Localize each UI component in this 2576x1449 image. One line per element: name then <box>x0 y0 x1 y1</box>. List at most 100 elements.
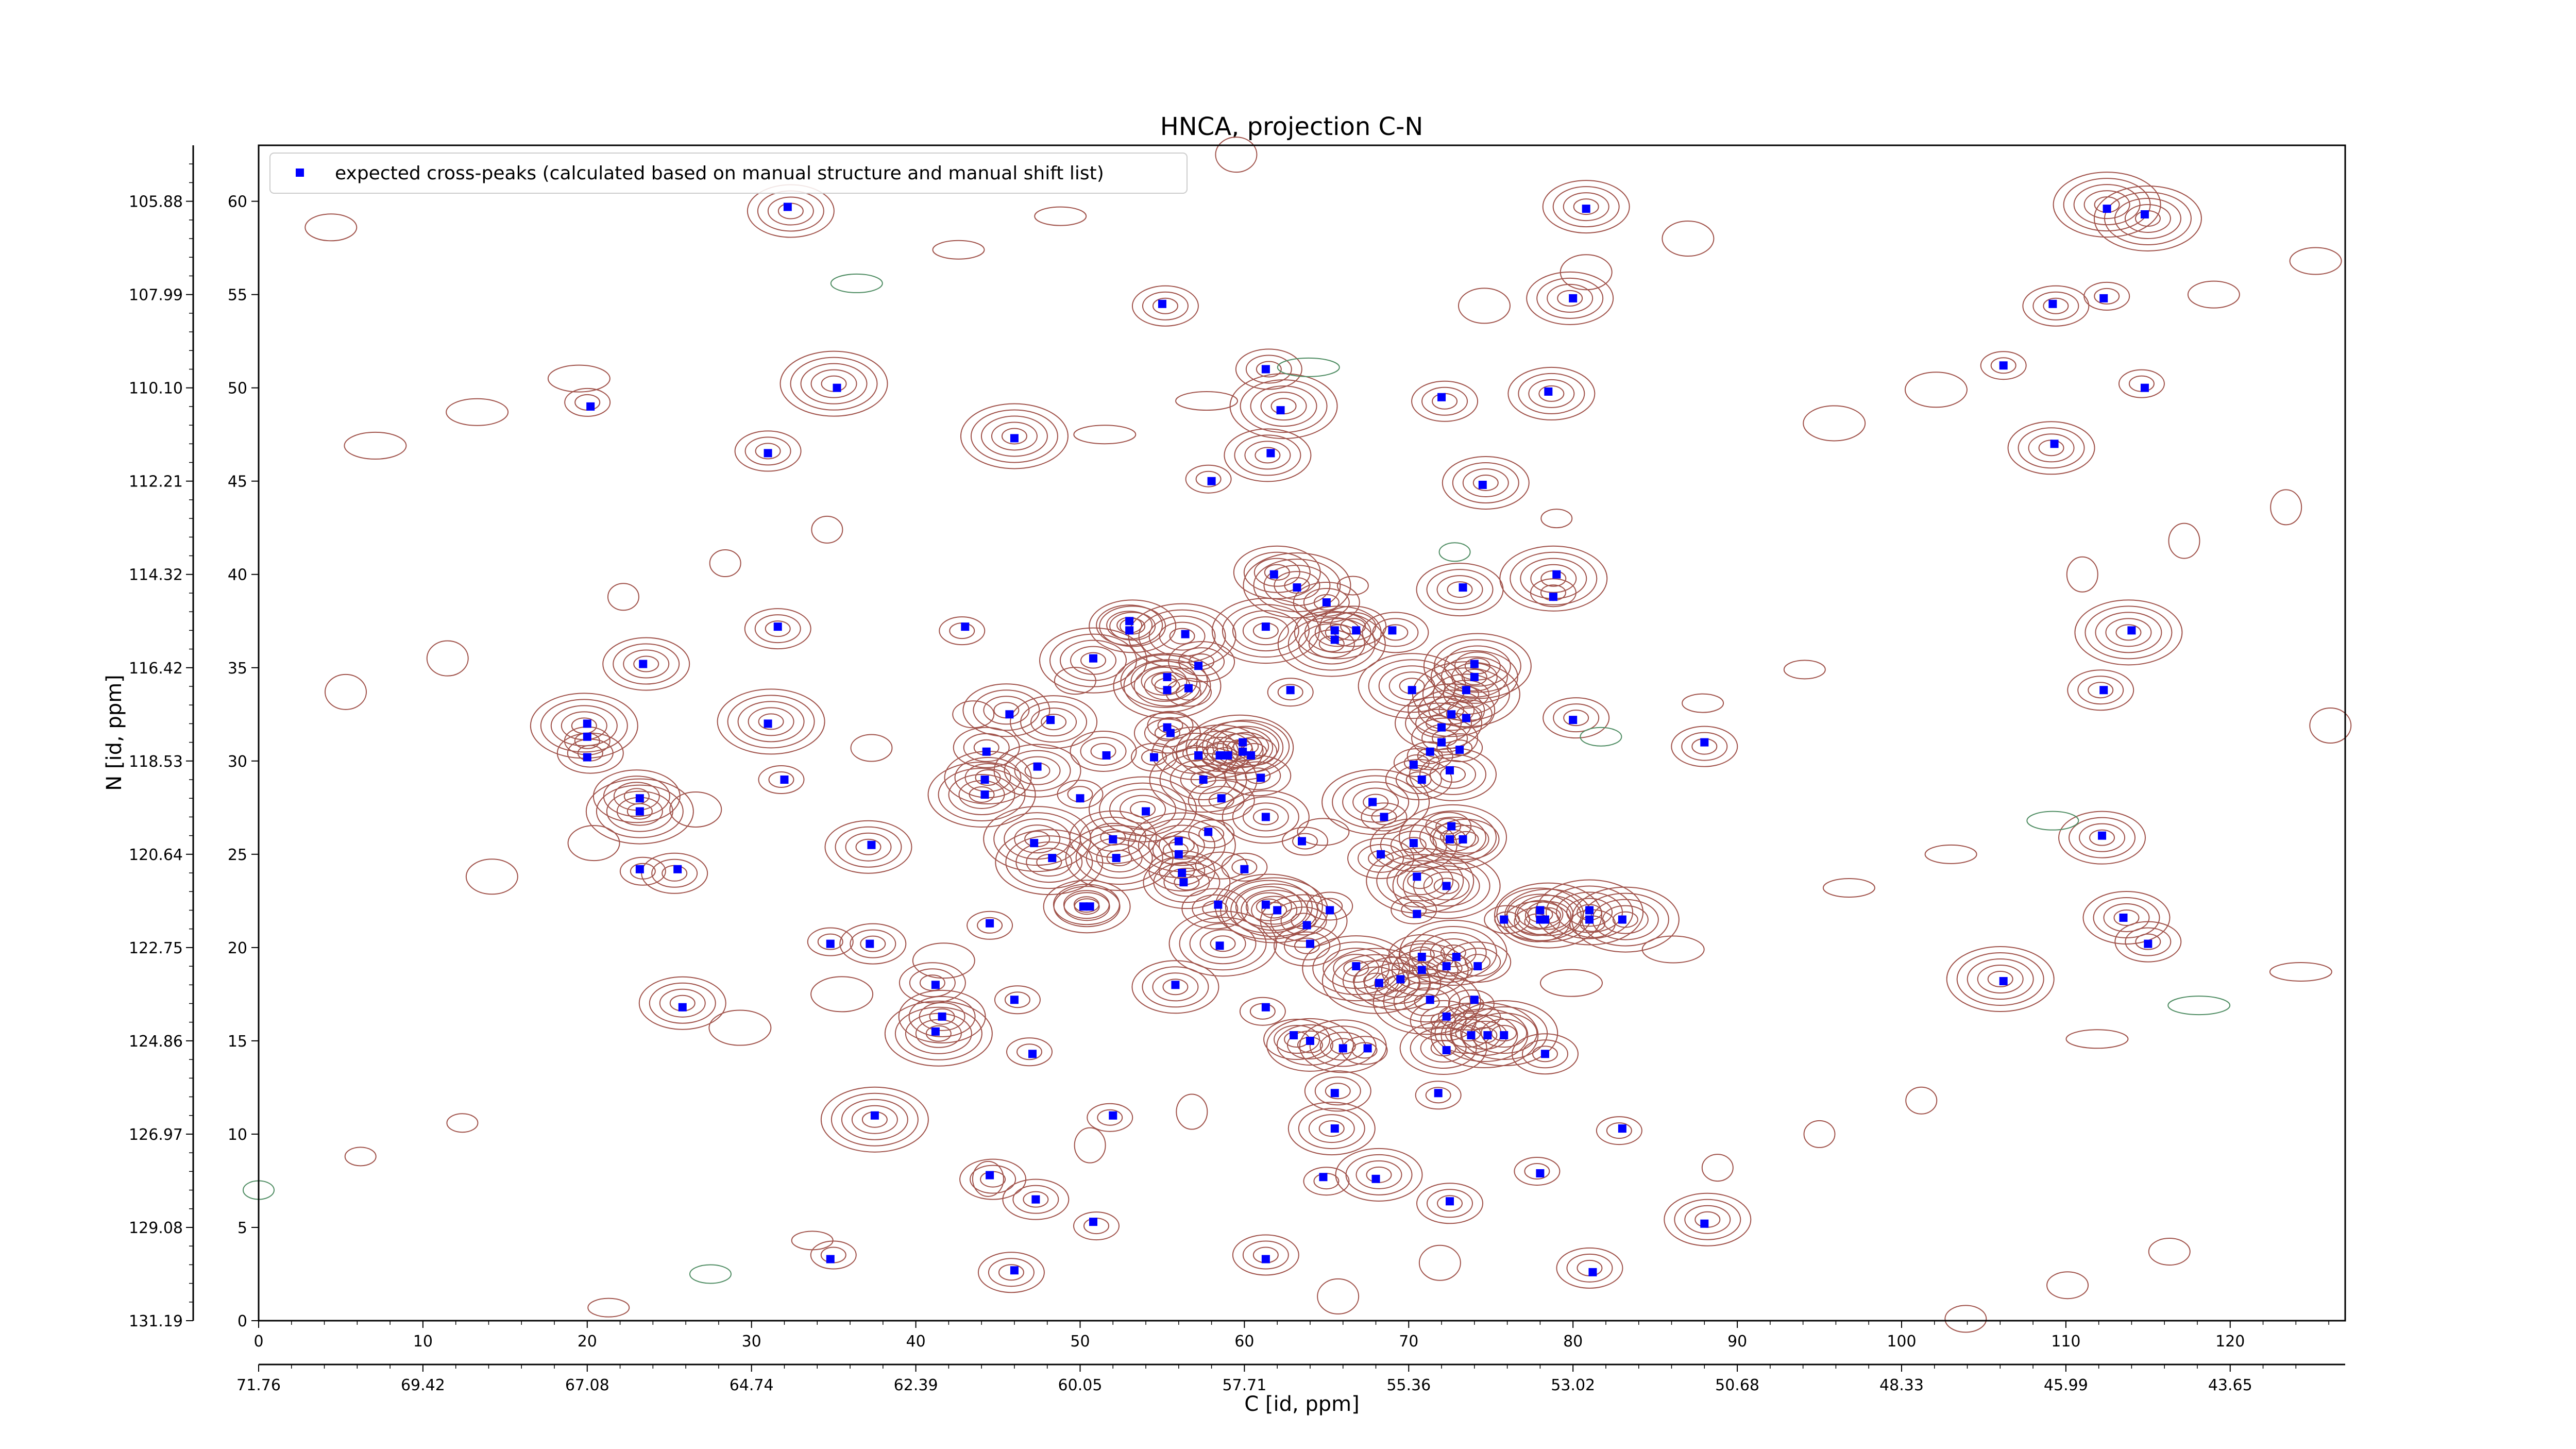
contour-ring <box>767 196 814 226</box>
contour-ring <box>1106 850 1132 867</box>
contour-ring <box>1450 1000 1558 1067</box>
secondary-y-tick-label: 126.97 <box>129 1126 183 1144</box>
contour-ring <box>1415 709 1462 738</box>
cross-peak-point <box>1409 839 1418 848</box>
contour-ring <box>1905 1086 1938 1115</box>
contour-ring <box>1069 810 1157 864</box>
contour-ring <box>1425 1087 1451 1104</box>
cross-peak-point <box>1179 878 1188 887</box>
contour-ring <box>540 699 628 753</box>
cross-peak-point <box>1446 1197 1454 1206</box>
cross-peak-point <box>1261 1003 1270 1012</box>
cross-peak-point <box>1352 626 1361 635</box>
contour-ring <box>1010 695 1098 749</box>
contour-ring <box>2094 288 2120 305</box>
cross-peak-point <box>1446 835 1454 844</box>
contour-ring <box>1317 1278 1360 1315</box>
contour-ring <box>1399 804 1507 870</box>
cross-peak-point <box>1618 915 1626 924</box>
cross-peak-point <box>2119 913 2128 922</box>
contour-ring <box>1152 297 1178 314</box>
contour-ring <box>1543 697 1610 739</box>
contour-ring <box>1395 696 1483 750</box>
secondary-x-tick-label: 64.74 <box>730 1376 774 1394</box>
contour-ring <box>1142 966 1209 1008</box>
contour-ring <box>1557 290 1583 307</box>
contour-ring <box>1240 379 1328 433</box>
contour-ring <box>1256 361 1282 378</box>
contour-ring <box>2103 903 2150 932</box>
contour-ring <box>1153 862 1221 903</box>
cross-peak-point <box>1500 1031 1509 1040</box>
legend-label: expected cross-peaks (calculated based o… <box>335 163 1104 184</box>
contour-ring <box>980 415 1048 457</box>
contour-ring <box>1004 750 1071 791</box>
contour-ring <box>1162 979 1189 996</box>
cross-peak-point <box>2103 205 2111 213</box>
contour-ring <box>1662 221 1715 257</box>
contour-ring <box>1524 1162 1550 1180</box>
contour-ring <box>659 988 706 1018</box>
contour-ring <box>2270 489 2302 526</box>
cross-peak-point <box>1199 776 1208 784</box>
contour-ring <box>810 369 857 398</box>
cross-peak-point <box>1261 1255 1270 1263</box>
contour-ring <box>709 549 741 578</box>
cross-peak-point <box>1184 684 1193 693</box>
contour-ring <box>727 695 815 749</box>
chart-title: HNCA, projection C-N <box>1160 112 1423 141</box>
contour-ring <box>1127 812 1236 879</box>
contour-ring <box>1946 946 2055 1013</box>
contour-ring <box>325 673 367 710</box>
contour-ring <box>607 583 639 611</box>
contour-ring <box>960 403 1069 469</box>
contour-ring <box>2113 909 2140 926</box>
contour-ring <box>1244 441 1291 470</box>
contour-ring <box>1391 949 1459 991</box>
cross-peak-point <box>1585 906 1594 915</box>
contour-ring <box>1409 810 1497 864</box>
cross-peak-point <box>1322 598 1331 607</box>
cross-peak-point <box>1326 906 1334 915</box>
contour-ring <box>592 769 681 823</box>
contour-ring <box>899 962 966 1004</box>
contour-ring <box>602 637 690 691</box>
contour-ring <box>1535 879 1644 946</box>
contour-ring <box>1143 855 1231 909</box>
contour-ring <box>831 1092 919 1147</box>
x-tick-label: 120 <box>2215 1333 2245 1351</box>
contour-ring <box>969 786 995 803</box>
cross-peak-point <box>1194 751 1203 760</box>
contour-ring <box>2125 927 2172 956</box>
contour-ring <box>1133 665 1201 707</box>
contour-ring <box>1057 780 1104 809</box>
contour-ring <box>855 838 882 855</box>
secondary-y-tick-label: 107.99 <box>129 287 183 305</box>
contour-ring <box>754 614 801 644</box>
secondary-x-tick-label: 50.68 <box>1715 1376 1759 1394</box>
contour-ring <box>1363 794 1389 811</box>
contour-ring <box>1433 639 1521 693</box>
cross-peak-point <box>1330 635 1339 644</box>
contour-ring <box>1506 894 1574 935</box>
secondary-x-tick-label: 62.39 <box>894 1376 938 1394</box>
contour-ring <box>1573 198 1599 215</box>
y-tick-label: 20 <box>228 939 247 957</box>
contour-ring <box>1681 732 1728 761</box>
contour-ring <box>962 683 1050 737</box>
contour-ring <box>983 696 1030 725</box>
contour-ring <box>744 608 811 650</box>
contour-ring <box>1106 611 1153 640</box>
cross-peak-point <box>826 939 835 948</box>
contour-ring <box>1602 905 1649 934</box>
contour-ring <box>1005 835 1093 889</box>
cross-peak-point <box>1437 393 1446 401</box>
contour-ring <box>2084 605 2173 660</box>
cross-peak-point <box>1700 1219 1709 1228</box>
contour-ring <box>1294 605 1382 660</box>
cross-peak-point <box>1174 837 1183 846</box>
contour-ring <box>1403 754 1430 771</box>
contour-ring <box>1297 818 1350 846</box>
contour-ring <box>1283 931 1330 961</box>
